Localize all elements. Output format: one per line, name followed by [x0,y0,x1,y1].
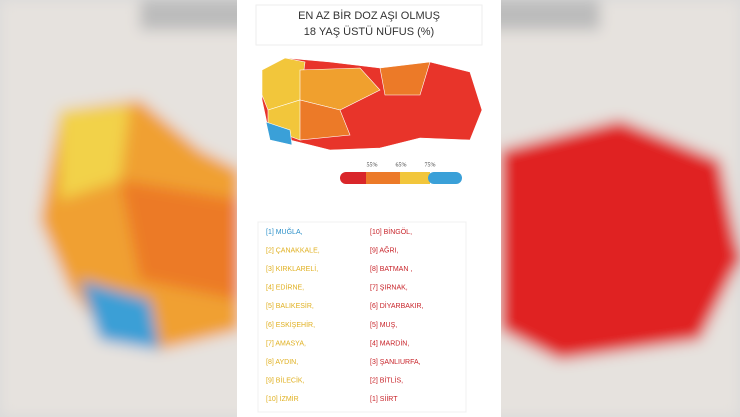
list-item: [5] MUŞ, [370,322,397,329]
list-item: [8] BATMAN , [370,266,412,273]
list-item: [1] MUĞLA, [266,227,303,236]
title-line: EN AZ BİR DOZ AŞI OLMUŞ [298,9,440,22]
list-item: [6] DİYARBAKIR, [370,301,424,310]
title-box [255,4,483,46]
map [261,57,483,151]
list-item: [9] BİLECİK, [266,376,305,385]
list-item: [5] BALIKESİR, [266,301,314,310]
list-item: [3] ŞANLIURFA, [370,359,421,366]
title-line: 18 YAŞ ÜSTÜ NÜFUS (%) [304,26,434,38]
list-item: [6] ESKİŞEHİR, [266,320,315,329]
list-item: [3] KIRKLARELİ, [266,264,318,273]
list-item: [7] AMASYA, [266,340,306,347]
list-item: [10] İZMİR [266,394,299,403]
list-item: [8] AYDIN, [266,359,298,366]
list-item: [1] SİİRT [370,394,398,403]
list-item: [9] AĞRI, [370,245,398,254]
legend-label: 65% [396,162,407,168]
legend-label: 75% [425,162,436,168]
list-item: [10] BİNGÖL, [370,227,412,236]
list-item: [2] BİTLİS, [370,376,403,385]
legend-label: 55% [367,162,378,168]
list-item: [2] ÇANAKKALE, [266,247,320,254]
legend [340,172,462,184]
list-item: [4] MARDİN, [370,338,409,347]
list-box [257,221,467,413]
list-item: [4] EDİRNE, [266,283,304,292]
list-item: [7] ŞIRNAK, [370,285,408,292]
